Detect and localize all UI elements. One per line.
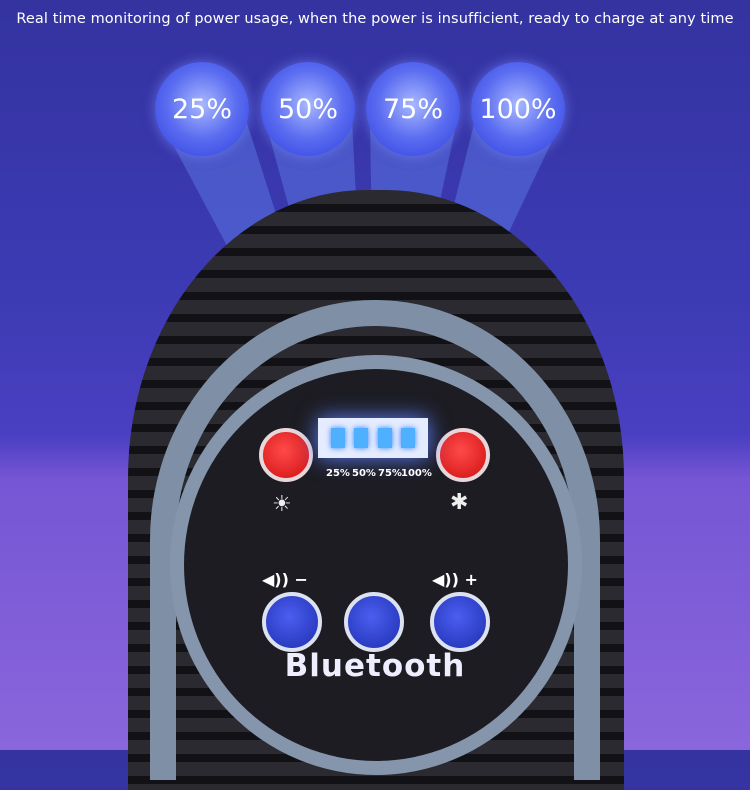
led-label-50: 50% — [352, 468, 376, 479]
led-75 — [377, 428, 392, 448]
led-label-25: 25% — [326, 468, 350, 479]
mosquito-icon: ✱ — [450, 490, 469, 515]
led-label-75: 75% — [378, 468, 402, 479]
volume-down-button[interactable] — [262, 592, 322, 652]
bubble-75: 75% — [366, 62, 460, 156]
play-button[interactable] — [344, 592, 404, 652]
light-bulb-icon: ☀ — [272, 492, 292, 517]
mosquito-button[interactable] — [436, 428, 490, 482]
battery-indicator — [318, 418, 428, 458]
bubble-25: 25% — [155, 62, 249, 156]
volume-down-label: ◀)) − — [262, 570, 308, 589]
light-button[interactable] — [259, 428, 313, 482]
volume-up-label: ◀)) + — [432, 570, 478, 589]
led-50 — [354, 428, 369, 448]
bubble-50: 50% — [261, 62, 355, 156]
led-100 — [401, 428, 416, 448]
led-25 — [330, 428, 345, 448]
volume-up-button[interactable] — [430, 592, 490, 652]
led-label-100: 100% — [401, 468, 432, 479]
bluetooth-label: Bluetooth — [284, 648, 466, 684]
caption: Real time monitoring of power usage, whe… — [16, 11, 734, 27]
bubble-100: 100% — [471, 62, 565, 156]
